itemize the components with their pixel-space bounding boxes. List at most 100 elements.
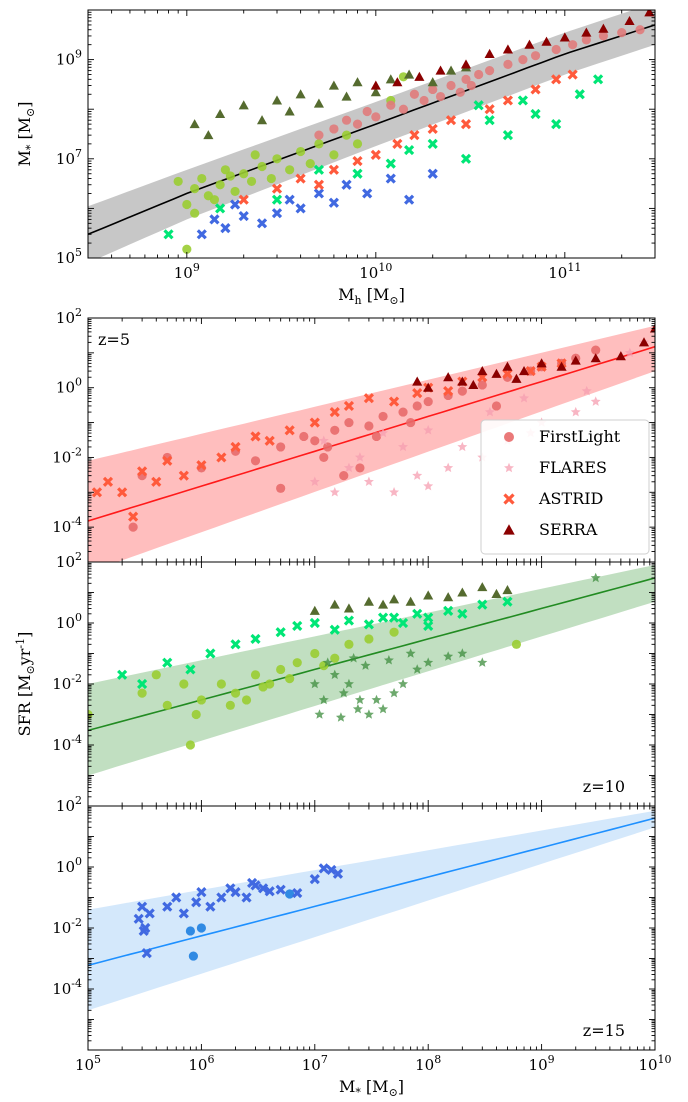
data-point	[323, 442, 332, 451]
data-point	[524, 40, 534, 49]
y-tick-label: 10-2	[52, 672, 82, 693]
data-point	[273, 185, 281, 193]
fit-line	[88, 578, 655, 731]
data-point	[252, 635, 260, 643]
data-point	[215, 109, 225, 118]
data-point	[319, 453, 328, 462]
legend-label: FirstLight	[539, 427, 621, 446]
data-point	[190, 119, 200, 128]
data-point	[387, 175, 395, 183]
data-point	[429, 125, 437, 133]
data-point	[446, 66, 456, 75]
data-point	[190, 184, 199, 193]
data-point	[424, 397, 433, 406]
data-point	[355, 463, 364, 472]
data-point	[477, 582, 487, 591]
data-point	[330, 600, 340, 609]
y-tick-label: 109	[56, 48, 82, 69]
x-tick-label: 1011	[548, 261, 581, 282]
scatter-band	[88, 565, 655, 776]
data-point	[492, 401, 501, 410]
data-point	[273, 196, 281, 204]
data-point	[344, 640, 353, 649]
data-point	[576, 90, 584, 98]
y-tick-label: 10-2	[52, 916, 82, 937]
y-axis-label: M* [M⊙]	[15, 101, 37, 166]
data-point	[552, 120, 560, 128]
y-tick-label: 100	[56, 611, 82, 632]
data-point	[355, 695, 365, 705]
data-point	[329, 80, 339, 89]
panel-sfr-z10: 10-410-2100102SFR [M⊙yr-1]z=10	[14, 550, 655, 806]
data-point	[186, 926, 195, 935]
data-point	[364, 709, 374, 719]
data-point	[364, 421, 373, 430]
data-point	[429, 170, 437, 178]
data-point	[435, 66, 445, 75]
data-point	[277, 628, 285, 636]
data-point	[174, 177, 183, 186]
data-point	[398, 679, 408, 689]
data-point	[226, 701, 235, 710]
data-point	[591, 396, 601, 405]
data-point	[389, 628, 398, 637]
y-tick-label: 102	[56, 794, 82, 815]
data-point	[286, 196, 294, 204]
data-point	[258, 682, 267, 691]
y-tick-label: 102	[56, 550, 82, 571]
data-point	[386, 74, 396, 83]
data-point	[206, 650, 214, 658]
y-axis-label: SFR [M⊙yr-1]	[14, 632, 37, 737]
data-point	[353, 704, 363, 714]
y-tick-label: 10-4	[52, 515, 82, 536]
data-point	[314, 139, 323, 148]
data-point	[267, 174, 276, 183]
data-point	[342, 116, 351, 125]
data-point	[344, 418, 353, 427]
data-point	[210, 215, 218, 223]
data-point	[443, 463, 453, 473]
data-point	[226, 171, 235, 180]
data-point	[179, 679, 188, 688]
redshift-label: z=5	[98, 330, 130, 349]
data-point	[221, 224, 229, 232]
data-point	[414, 72, 424, 81]
legend: FirstLightFLARESASTRIDSERRA	[481, 420, 649, 554]
data-point	[299, 432, 308, 441]
data-point	[504, 97, 512, 105]
data-point	[240, 212, 248, 220]
data-point	[405, 196, 413, 204]
data-point	[477, 657, 487, 667]
data-point	[512, 640, 521, 649]
data-point	[364, 477, 374, 487]
data-point	[329, 124, 338, 133]
data-point	[485, 66, 494, 75]
data-point	[197, 923, 206, 932]
data-point	[474, 70, 483, 79]
data-point	[378, 704, 388, 714]
data-point	[296, 147, 305, 156]
data-point	[344, 603, 354, 612]
data-point	[457, 442, 467, 451]
data-point	[462, 120, 470, 128]
data-point	[371, 112, 380, 121]
data-point	[371, 80, 381, 89]
data-point	[405, 146, 413, 154]
data-point	[372, 151, 380, 159]
data-point	[467, 81, 476, 90]
data-point	[345, 617, 353, 625]
data-point	[310, 649, 319, 658]
data-point	[296, 89, 306, 98]
data-point	[190, 209, 199, 218]
data-point	[239, 169, 248, 178]
x-tick-label: 1010	[638, 1053, 671, 1074]
redshift-label: z=15	[583, 1021, 625, 1040]
data-point	[456, 88, 465, 97]
data-point	[336, 712, 346, 721]
data-point	[276, 442, 285, 451]
data-point	[330, 487, 340, 496]
data-point	[354, 157, 362, 165]
redshift-label: z=10	[583, 777, 625, 796]
data-point	[363, 107, 372, 116]
data-point	[410, 131, 418, 139]
